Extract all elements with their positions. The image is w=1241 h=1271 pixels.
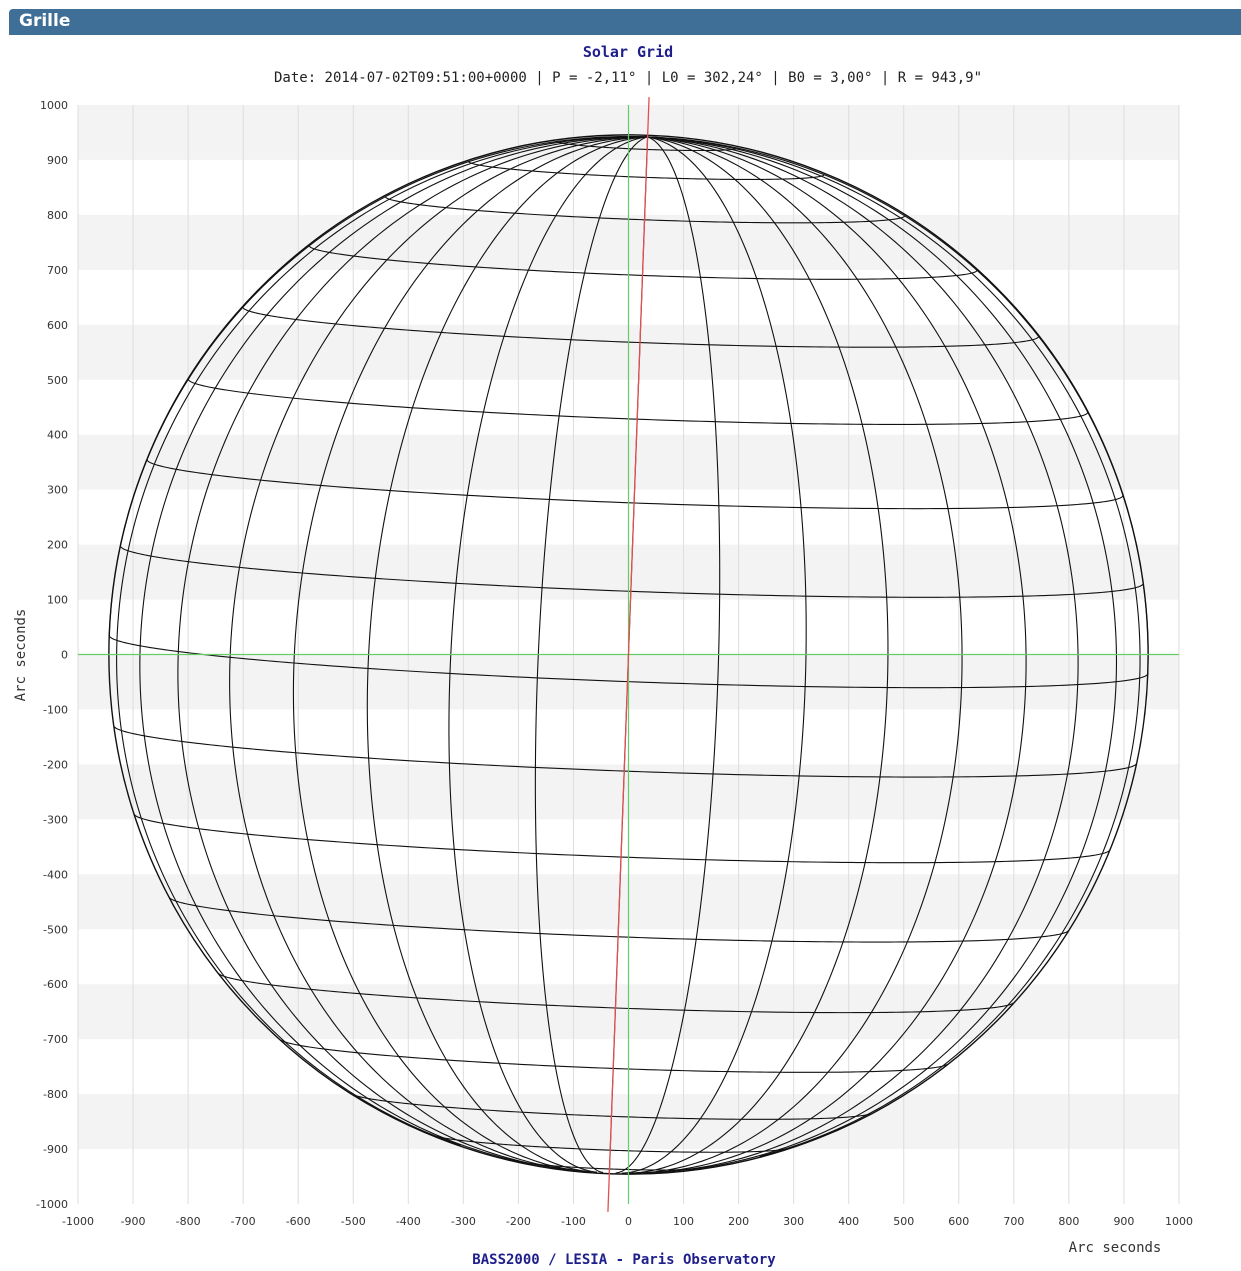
x-tick-label: -200: [506, 1215, 531, 1228]
longitude-line: [448, 136, 648, 1173]
longitude-line: [627, 136, 889, 1174]
longitude-line: [292, 136, 648, 1172]
longitude-line: [621, 136, 807, 1174]
y-tick-label: -500: [43, 923, 68, 936]
y-tick-label: -600: [43, 978, 68, 991]
y-tick-label: 400: [47, 429, 68, 442]
y-tick-label: -700: [43, 1033, 68, 1046]
x-tick-label: -900: [121, 1215, 146, 1228]
y-tick-label: 800: [47, 209, 68, 222]
x-tick-label: -700: [231, 1215, 256, 1228]
chart-title: Solar Grid: [583, 43, 673, 61]
chart-subtitle: Date: 2014-07-02T09:51:00+0000 | P = -2,…: [274, 70, 982, 86]
x-tick-label: -600: [286, 1215, 311, 1228]
x-tick-label: -100: [561, 1215, 586, 1228]
x-tick-label: -1000: [62, 1215, 94, 1228]
tick-labels: -1000 -900 -800 -700 -600 -500 -400 -300 -200 -10…: [36, 99, 1193, 1228]
y-tick-label: 900: [47, 154, 68, 167]
x-tick-label: 700: [1003, 1215, 1024, 1228]
y-tick-label: -100: [43, 703, 68, 716]
x-tick-label: -400: [396, 1215, 421, 1228]
longitude-line: [615, 136, 721, 1174]
y-tick-label: 0: [61, 649, 68, 662]
x-tick-label: -500: [341, 1215, 366, 1228]
x-axis-label: Arc seconds: [1069, 1240, 1162, 1256]
longitude-line: [366, 136, 648, 1173]
x-tick-label: 400: [838, 1215, 859, 1228]
y-tick-label: 200: [47, 539, 68, 552]
x-tick-label: 1000: [1165, 1215, 1193, 1228]
x-tick-label: 900: [1113, 1215, 1134, 1228]
x-tick-label: 0: [625, 1215, 632, 1228]
longitude-line: [229, 136, 648, 1171]
y-tick-label: -400: [43, 868, 68, 881]
y-tick-label: -1000: [36, 1198, 68, 1211]
longitude-line: [647, 136, 1079, 1173]
longitude-line: [644, 136, 1027, 1174]
x-tick-label: -800: [176, 1215, 201, 1228]
y-tick-label: -900: [43, 1143, 68, 1156]
y-tick-label: 100: [47, 594, 68, 607]
longitude-line: [116, 136, 648, 1146]
y-tick-label: 300: [47, 484, 68, 497]
longitude-line: [534, 136, 648, 1174]
x-tick-label: -300: [451, 1215, 476, 1228]
x-tick-label: 300: [783, 1215, 804, 1228]
y-tick-label: -200: [43, 758, 68, 771]
x-tick-label: 800: [1058, 1215, 1079, 1228]
rotation-axis-line: [607, 97, 650, 1212]
panel-header: Grille: [9, 9, 1241, 35]
center-axes: [78, 97, 1179, 1212]
footer-credit: BASS2000 / LESIA - Paris Observatory: [472, 1252, 776, 1268]
y-tick-label: 600: [47, 319, 68, 332]
longitude-line: [647, 136, 1118, 1171]
x-tick-label: 500: [893, 1215, 914, 1228]
x-tick-label: 600: [948, 1215, 969, 1228]
y-tick-label: 1000: [40, 99, 68, 112]
y-tick-label: -300: [43, 813, 68, 826]
y-tick-label: 500: [47, 374, 68, 387]
y-tick-label: 700: [47, 264, 68, 277]
panel-title: Grille: [19, 11, 71, 31]
longitude-line: [139, 136, 648, 1165]
y-axis-label: Arc seconds: [13, 609, 29, 702]
x-tick-label: 200: [728, 1215, 749, 1228]
longitude-line: [632, 136, 963, 1174]
longitude-line: [177, 136, 648, 1170]
longitude-line: [647, 136, 1141, 1157]
x-tick-label: 100: [673, 1215, 694, 1228]
y-tick-label: -800: [43, 1088, 68, 1101]
